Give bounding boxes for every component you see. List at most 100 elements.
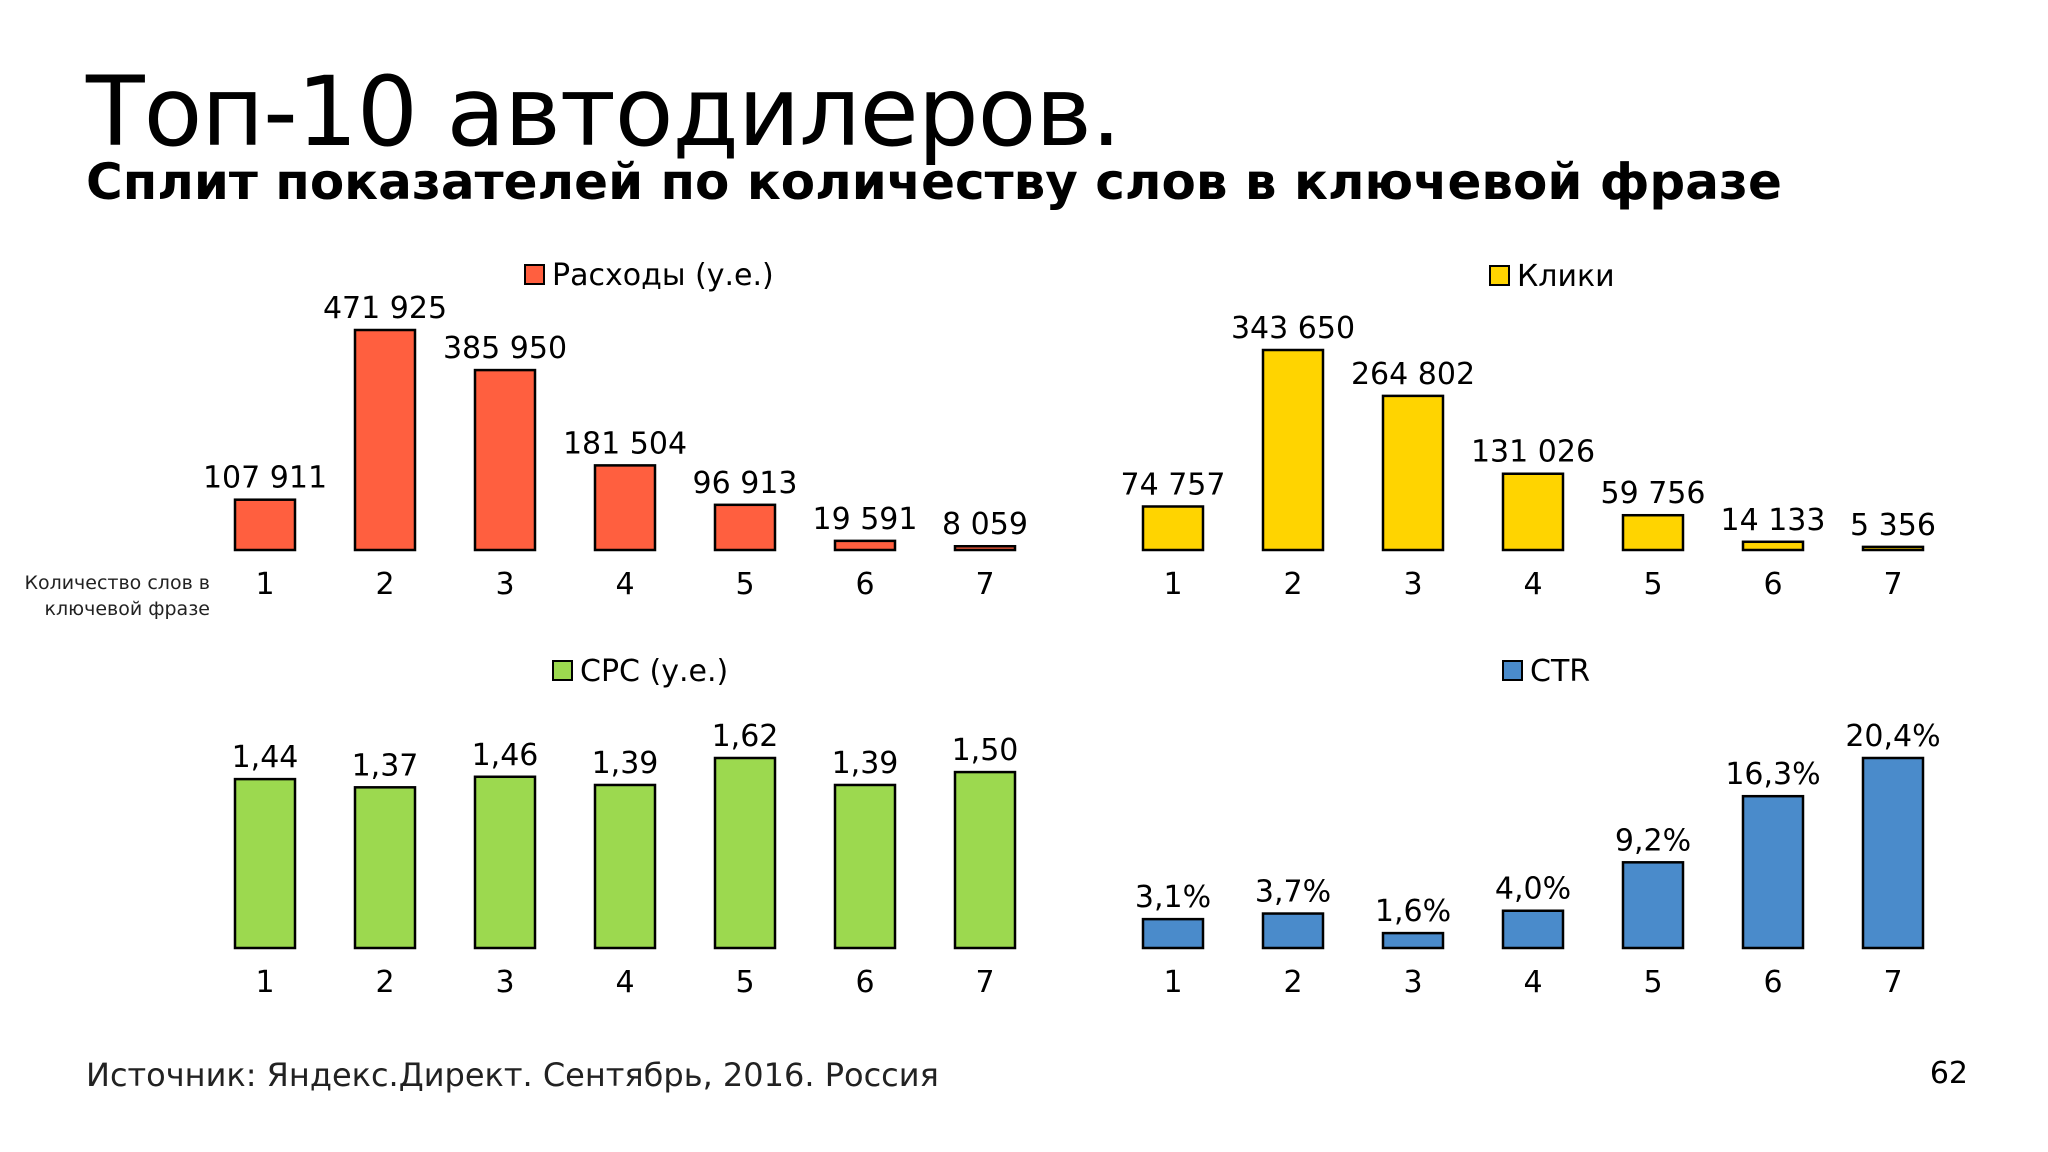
legend-swatch <box>1502 660 1523 681</box>
data-label: 74 757 <box>1121 467 1226 502</box>
chart-ctr: CTR 3,1% 1 3,7% 2 1,6% 3 4,0% 4 9,2% 5 16,3% 6 20,4% 7 <box>1135 654 1941 1000</box>
legend-label: Расходы (у.е.) <box>552 258 774 293</box>
tick-label: 6 <box>1763 567 1782 602</box>
bar <box>1141 917 1205 950</box>
tick-label: 7 <box>975 567 994 602</box>
bar <box>593 783 657 950</box>
legend: CTR <box>1502 654 1590 689</box>
tick-label: 2 <box>375 965 394 1000</box>
tick-label: 2 <box>1283 567 1302 602</box>
data-label: 96 913 <box>693 466 798 501</box>
data-label: 1,50 <box>952 733 1019 768</box>
tick-label: 6 <box>855 567 874 602</box>
data-label: 181 504 <box>563 426 687 461</box>
bar <box>353 328 417 552</box>
data-label: 264 802 <box>1351 357 1475 392</box>
tick-label: 4 <box>615 567 634 602</box>
bar <box>1261 912 1325 950</box>
bar <box>1621 513 1685 552</box>
bar <box>1861 545 1925 552</box>
data-label: 1,6% <box>1375 894 1451 929</box>
chart-clicks: Клики 74 757 1 343 650 2 264 802 3 131 026 4 59 7… <box>1121 259 1936 602</box>
data-label: 1,46 <box>472 738 539 773</box>
chart-expenses: Расходы (у.е.) 107 911 1 471 925 2 385 950 3 18… <box>203 258 1028 602</box>
data-label: 131 026 <box>1471 435 1595 470</box>
tick-label: 3 <box>495 965 514 1000</box>
chart-cpc: CPC (у.е.) 1,44 1 1,37 2 1,46 3 1,39 4 1,62 5 1,39 6… <box>232 654 1019 1000</box>
bar <box>353 786 417 950</box>
bar <box>233 498 297 552</box>
legend: Клики <box>1489 259 1615 294</box>
legend-swatch <box>1489 265 1510 286</box>
tick-label: 1 <box>1163 567 1182 602</box>
data-label: 3,7% <box>1255 875 1331 910</box>
tick-label: 5 <box>1643 567 1662 602</box>
legend-swatch <box>552 660 573 681</box>
data-label: 16,3% <box>1725 757 1820 792</box>
bar <box>1381 394 1445 552</box>
tick-label: 7 <box>975 965 994 1000</box>
bar <box>833 539 897 552</box>
legend: CPC (у.е.) <box>552 654 728 689</box>
tick-label: 5 <box>735 567 754 602</box>
legend-swatch <box>524 264 545 285</box>
data-label: 59 756 <box>1601 476 1706 511</box>
tick-label: 1 <box>255 567 274 602</box>
data-label: 107 911 <box>203 461 327 496</box>
tick-label: 7 <box>1883 567 1902 602</box>
bar <box>1501 909 1565 950</box>
data-label: 1,37 <box>352 748 419 783</box>
tick-label: 5 <box>1643 965 1662 1000</box>
bar <box>1501 472 1565 552</box>
data-label: 4,0% <box>1495 872 1571 907</box>
tick-label: 2 <box>1283 965 1302 1000</box>
data-label: 19 591 <box>813 502 918 537</box>
data-label: 5 356 <box>1850 508 1936 543</box>
tick-label: 6 <box>855 965 874 1000</box>
data-label: 385 950 <box>443 331 567 366</box>
legend-label: Клики <box>1517 259 1615 294</box>
x-axis-note: Количество слов в ключевой фразе <box>24 572 210 620</box>
data-label: 1,39 <box>592 746 659 781</box>
tick-label: 6 <box>1763 965 1782 1000</box>
slide-title: Топ-10 автодилеров. <box>86 56 1121 168</box>
data-label: 1,62 <box>712 719 779 754</box>
bar <box>953 544 1017 552</box>
bar <box>233 777 297 950</box>
bar <box>473 775 537 950</box>
tick-label: 3 <box>1403 567 1422 602</box>
bar <box>1261 348 1325 552</box>
data-label: 14 133 <box>1721 503 1826 538</box>
page-number: 62 <box>1929 1056 1968 1091</box>
bar <box>1381 931 1445 950</box>
tick-label: 4 <box>1523 567 1542 602</box>
bar <box>1621 861 1685 950</box>
data-label: 3,1% <box>1135 880 1211 915</box>
bar <box>833 783 897 950</box>
bar <box>1861 756 1925 950</box>
legend: Расходы (у.е.) <box>524 258 774 293</box>
slide-subtitle: Сплит показателей по количеству слов в к… <box>86 153 1782 211</box>
tick-label: 2 <box>375 567 394 602</box>
bar <box>1741 794 1805 950</box>
tick-label: 4 <box>615 965 634 1000</box>
tick-label: 4 <box>1523 965 1542 1000</box>
data-label: 343 650 <box>1231 311 1355 346</box>
data-label: 9,2% <box>1615 823 1691 858</box>
legend-label: CPC (у.е.) <box>580 654 728 689</box>
bar <box>473 368 537 552</box>
tick-label: 1 <box>1163 965 1182 1000</box>
data-label: 1,39 <box>832 746 899 781</box>
data-label: 20,4% <box>1845 719 1940 754</box>
tick-label: 5 <box>735 965 754 1000</box>
bar <box>1141 505 1205 552</box>
bar <box>953 770 1017 950</box>
tick-label: 7 <box>1883 965 1902 1000</box>
data-label: 1,44 <box>232 740 299 775</box>
bar <box>1741 540 1805 552</box>
legend-label: CTR <box>1530 654 1590 689</box>
data-label: 471 925 <box>323 291 447 326</box>
data-label: 8 059 <box>942 507 1028 542</box>
bar <box>593 464 657 552</box>
